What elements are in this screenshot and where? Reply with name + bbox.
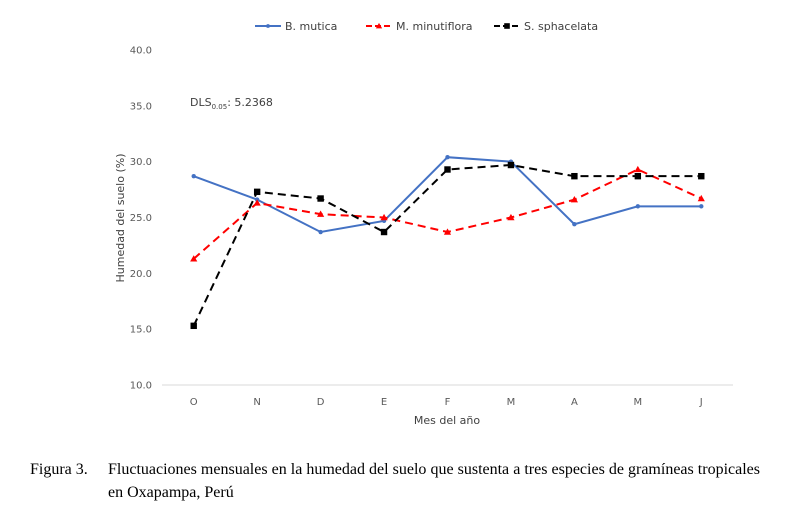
x-tick-label: D [317, 397, 325, 408]
legend-marker [375, 22, 383, 29]
data-point [571, 172, 578, 180]
x-axis-title: Mes del año [414, 414, 481, 427]
caption-label: Figura 3. [30, 461, 88, 478]
data-point [380, 213, 388, 221]
caption-text: Fluctuaciones mensuales en la humedad de… [108, 461, 760, 501]
data-point [698, 172, 705, 180]
series-layer [190, 155, 705, 330]
legend-label: S. sphacelata [524, 20, 598, 33]
dls-prefix: DLS [190, 96, 212, 109]
y-tick-label: 25.0 [130, 213, 152, 224]
line-chart: B. mutica M. minutiflora S. sphacelata DLS… [114, 20, 733, 427]
series-line [192, 164, 702, 327]
data-point [572, 222, 577, 227]
series-3 [190, 161, 705, 330]
data-point [634, 172, 642, 180]
data-point [253, 188, 261, 196]
series-line [193, 168, 702, 260]
legend-label: B. mutica [285, 20, 337, 33]
data-point [191, 173, 196, 179]
data-point [507, 213, 515, 221]
data-point [317, 195, 324, 202]
data-point [444, 166, 451, 173]
y-axis-title: Humedad del suelo (%) [114, 153, 127, 282]
data-point [190, 322, 197, 330]
legend-item: S. sphacelata [494, 20, 598, 33]
legend-marker [504, 23, 510, 29]
y-axis-ticks: 10.0 15.0 20.0 25.0 30.0 35.0 40.0 [130, 46, 152, 392]
dls-value: : 5.2368 [227, 96, 273, 109]
legend-item: B. mutica [255, 20, 337, 33]
x-tick-label: M [507, 397, 516, 408]
legend: B. mutica M. minutiflora S. sphacelata [255, 20, 598, 33]
legend-label: M. minutiflora [396, 20, 473, 33]
data-point [570, 196, 578, 203]
y-tick-label: 35.0 [130, 101, 152, 112]
legend-marker [266, 24, 270, 28]
x-tick-label: N [253, 397, 260, 408]
data-point [317, 210, 325, 217]
data-point [443, 228, 452, 235]
data-point [635, 204, 641, 209]
x-tick-label: J [699, 397, 703, 408]
x-tick-label: E [381, 397, 387, 408]
data-point [699, 204, 704, 209]
data-point [318, 229, 323, 235]
x-tick-label: A [571, 397, 578, 408]
series-2 [190, 165, 705, 262]
x-tick-label: M [634, 397, 643, 408]
data-point [253, 199, 261, 206]
y-tick-label: 10.0 [130, 381, 152, 392]
series-1 [191, 155, 704, 235]
y-tick-label: 40.0 [130, 46, 152, 57]
data-point [445, 155, 450, 160]
dls-subscript: 0.05 [212, 103, 228, 111]
data-point [190, 255, 198, 262]
y-tick-label: 15.0 [130, 325, 152, 336]
data-point [634, 165, 642, 173]
dls-annotation: DLS0.05: 5.2368 [190, 96, 273, 111]
y-tick-label: 30.0 [130, 157, 152, 168]
x-tick-label: F [445, 397, 451, 408]
legend-item: M. minutiflora [366, 20, 473, 33]
data-point [697, 194, 705, 202]
data-point [380, 228, 388, 236]
y-tick-label: 20.0 [130, 269, 152, 280]
x-tick-label: O [190, 397, 198, 408]
data-point [507, 161, 515, 169]
figure-caption: Figura 3. Fluctuaciones mensuales en la … [30, 458, 760, 504]
